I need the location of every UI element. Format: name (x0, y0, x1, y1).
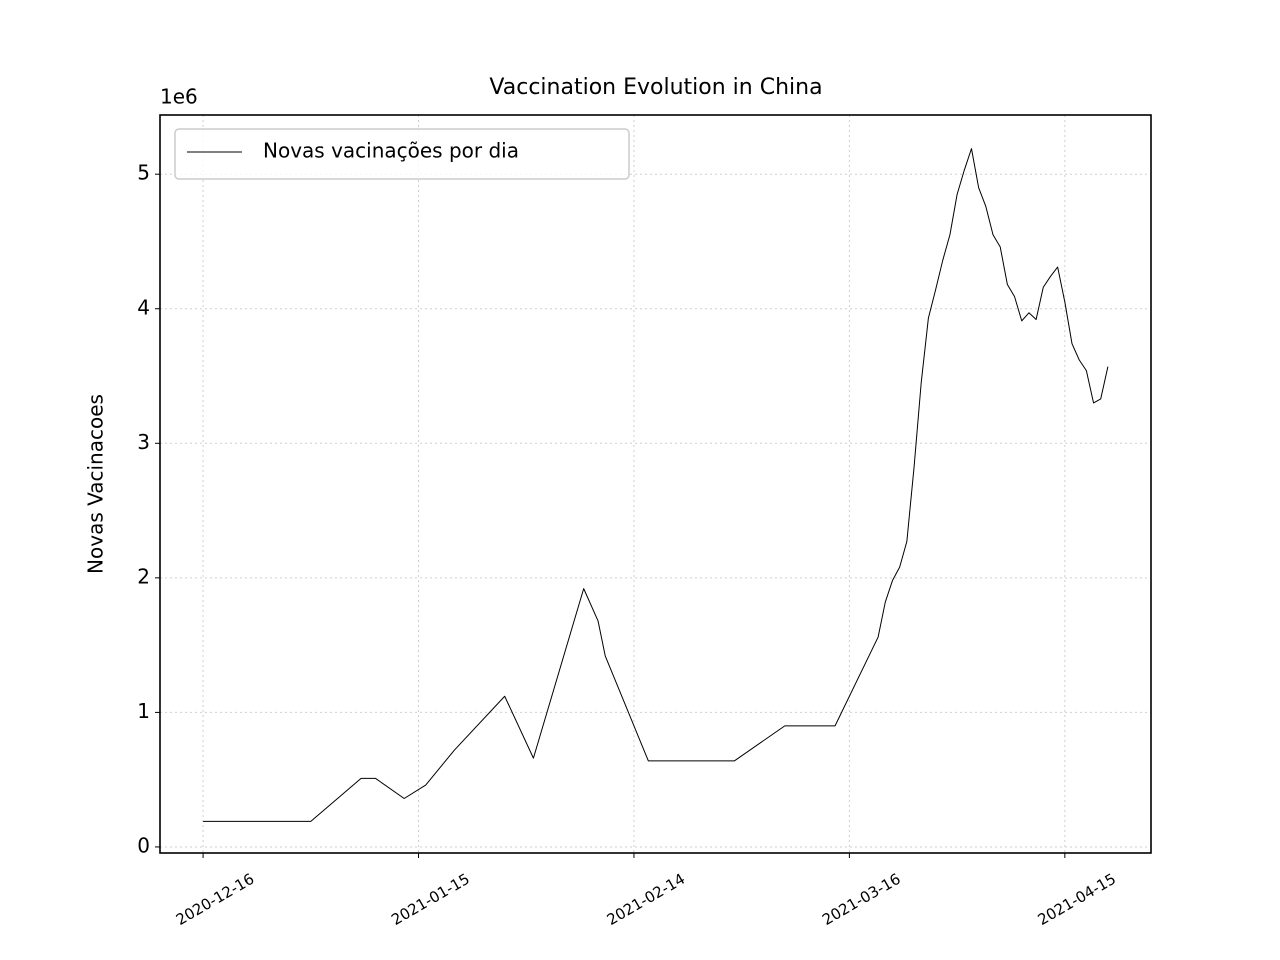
y-axis-label: Novas Vacinacoes (84, 394, 108, 574)
chart-title: Vaccination Evolution in China (489, 75, 822, 100)
y-tick-label: 1 (137, 699, 150, 723)
y-tick-label: 3 (137, 430, 150, 454)
y-offset-text: 1e6 (160, 85, 198, 109)
legend-label: Novas vacinações por dia (263, 139, 519, 163)
legend-box (174, 128, 630, 180)
data-line (203, 148, 1109, 822)
y-tick-label: 2 (137, 564, 150, 588)
x-axis-label: Data (632, 959, 680, 960)
y-tick-label: 4 (137, 295, 150, 319)
y-tick-label: 5 (137, 161, 150, 185)
plot-frame (159, 114, 1152, 854)
y-tick-label: 0 (137, 833, 150, 857)
